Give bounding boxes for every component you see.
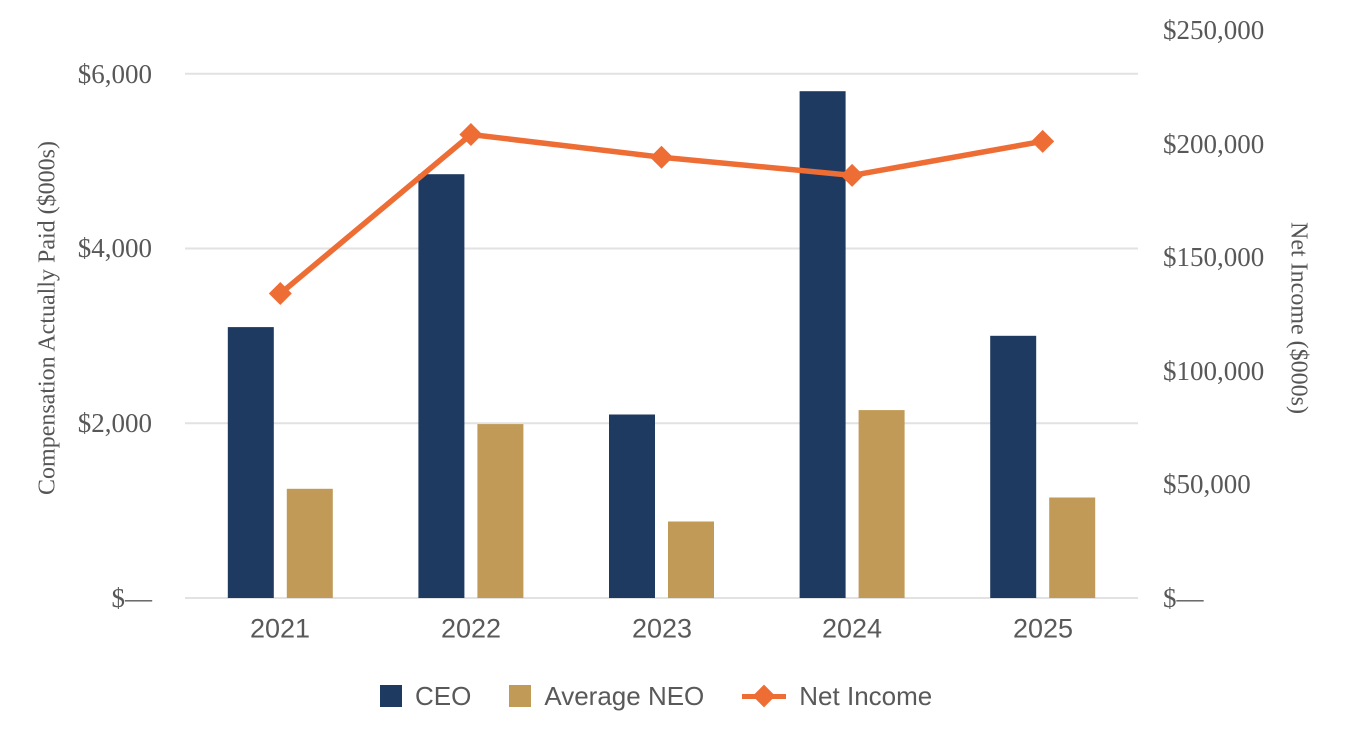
net-income-line-marker-icon: [742, 684, 787, 708]
left-axis-title: Compensation Actually Paid ($000s): [34, 141, 61, 495]
bar-ceo-2022: [418, 174, 465, 598]
left-axis-tick: $2,000: [77, 408, 152, 438]
x-axis-label-2021: 2021: [249, 613, 311, 644]
legend-label-net-income: Net Income: [799, 680, 933, 711]
bar-ceo-2021: [227, 327, 274, 598]
legend-item-net-income: Net Income: [742, 681, 932, 712]
x-axis-label-2025: 2025: [1012, 613, 1074, 644]
legend-label-ceo: CEO: [415, 680, 472, 711]
bar-ceo-2023: [609, 414, 655, 598]
ceo-swatch-icon: [380, 685, 402, 707]
legend-item-ceo: CEO: [380, 681, 471, 712]
left-axis-tick: $4,000: [77, 233, 152, 263]
bar-average-neo-2021: [286, 488, 333, 598]
bar-average-neo-2022: [477, 424, 524, 598]
legend-item-average-neo: Average NEO: [509, 681, 704, 712]
net-income-marker-2025: [1031, 129, 1055, 153]
right-axis-tick: $250,000: [1163, 15, 1265, 45]
net-income-marker-2024: [840, 163, 864, 187]
right-axis-tick: $—: [1163, 583, 1204, 613]
right-axis-tick: $50,000: [1163, 469, 1251, 499]
bar-average-neo-2024: [858, 410, 905, 598]
net-income-marker-2021: [268, 282, 292, 306]
legend: CEO Average NEO Net Income: [380, 674, 932, 718]
average-neo-swatch-icon: [509, 685, 532, 707]
left-axis-tick: $6,000: [77, 59, 152, 89]
legend-label-average-neo: Average NEO: [544, 680, 705, 711]
x-axis-label-2022: 2022: [440, 613, 502, 644]
right-axis-tick: $150,000: [1163, 242, 1265, 272]
bar-ceo-2025: [990, 335, 1037, 598]
right-axis-tick: $100,000: [1163, 356, 1265, 386]
x-axis-label-2023: 2023: [631, 613, 693, 644]
bar-ceo-2024: [799, 91, 846, 598]
bar-average-neo-2023: [668, 521, 714, 598]
right-axis-title: Net Income ($000s): [1285, 222, 1312, 414]
net-income-marker-2023: [650, 145, 673, 169]
net-income-marker-2022: [459, 123, 483, 147]
x-axis-label-2024: 2024: [821, 613, 883, 644]
right-axis-tick: $200,000: [1163, 129, 1265, 159]
bar-average-neo-2025: [1049, 497, 1096, 598]
left-axis-tick: $—: [111, 583, 153, 613]
